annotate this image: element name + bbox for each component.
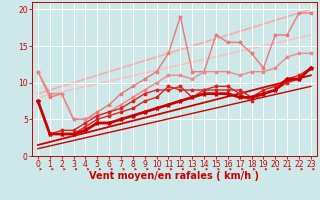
X-axis label: Vent moyen/en rafales ( km/h ): Vent moyen/en rafales ( km/h ) — [89, 171, 260, 181]
